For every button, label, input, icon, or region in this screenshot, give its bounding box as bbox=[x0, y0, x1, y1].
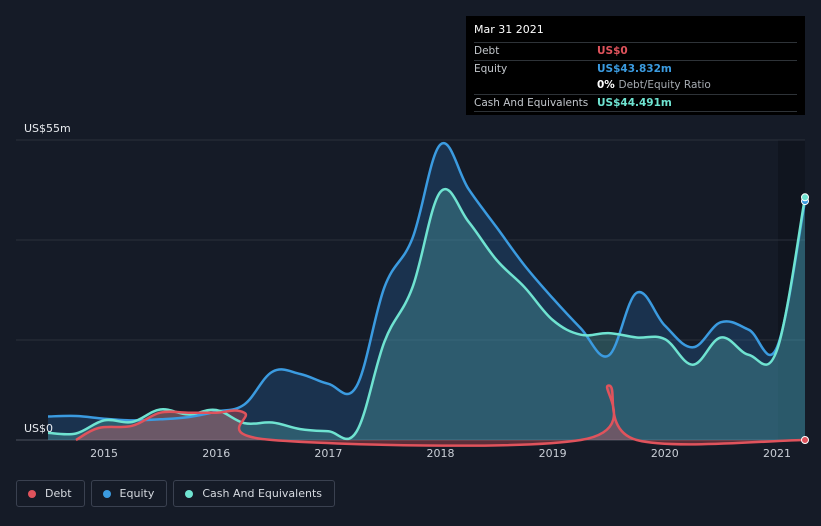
y-axis-max-label: US$55m bbox=[24, 122, 71, 135]
x-tick-label: 2020 bbox=[650, 447, 679, 460]
x-tick-label: 2015 bbox=[90, 447, 119, 460]
chart-legend: Debt Equity Cash And Equivalents bbox=[16, 480, 335, 507]
data-tooltip: Mar 31 2021 Debt US$0 Equity US$43.832m … bbox=[466, 16, 805, 115]
x-tick-label: 2021 bbox=[762, 447, 791, 460]
cash-and-equivalents-area bbox=[48, 189, 805, 440]
cash-and-equivalents-end-marker bbox=[801, 193, 809, 202]
tooltip-ratio-value: 0% bbox=[597, 79, 615, 91]
tooltip-row-cash: Cash And Equivalents US$44.491m bbox=[474, 93, 797, 112]
legend-debt-label: Debt bbox=[45, 487, 72, 500]
tooltip-equity-label: Equity bbox=[474, 62, 508, 75]
legend-item-debt[interactable]: Debt bbox=[16, 480, 85, 507]
debt-line bbox=[75, 384, 806, 447]
line-layer bbox=[47, 141, 807, 447]
tooltip-cash-label: Cash And Equivalents bbox=[474, 96, 589, 109]
tooltip-equity-value: US$43.832m bbox=[597, 62, 672, 75]
equity-dot-icon bbox=[102, 489, 111, 498]
tooltip-row-debt: Debt US$0 bbox=[474, 42, 797, 60]
legend-equity-label: Equity bbox=[119, 487, 155, 500]
equity-area bbox=[48, 143, 805, 440]
tooltip-ratio: 0% Debt/Equity Ratio bbox=[597, 77, 711, 94]
tooltip-cash-value: US$44.491m bbox=[597, 96, 672, 109]
chart-hover-region[interactable] bbox=[778, 140, 805, 440]
debt-area bbox=[76, 385, 805, 446]
area-layer bbox=[48, 143, 805, 446]
debt-dot-icon bbox=[28, 489, 36, 498]
cash-dot-icon bbox=[185, 489, 194, 498]
tooltip-ratio-label: Debt/Equity Ratio bbox=[618, 79, 711, 91]
legend-item-cash[interactable]: Cash And Equivalents bbox=[173, 480, 335, 507]
y-axis-min-label: US$0 bbox=[24, 422, 54, 435]
x-tick-label: 2018 bbox=[426, 447, 455, 460]
debt-end-marker bbox=[801, 436, 809, 444]
x-tick-label: 2016 bbox=[202, 447, 231, 460]
x-tick-label: 2017 bbox=[314, 447, 343, 460]
tooltip-row-ratio: 0% Debt/Equity Ratio bbox=[474, 77, 797, 94]
x-tick-label: 2019 bbox=[538, 447, 567, 460]
legend-cash-label: Cash And Equivalents bbox=[202, 487, 322, 500]
equity-line bbox=[47, 141, 807, 422]
marker-layer bbox=[801, 193, 809, 444]
tooltip-row-equity: Equity US$43.832m bbox=[474, 59, 797, 78]
tooltip-debt-value: US$0 bbox=[597, 45, 628, 57]
legend-item-equity[interactable]: Equity bbox=[90, 480, 168, 507]
tooltip-debt-label: Debt bbox=[474, 45, 500, 57]
tooltip-date: Mar 31 2021 bbox=[474, 23, 544, 36]
